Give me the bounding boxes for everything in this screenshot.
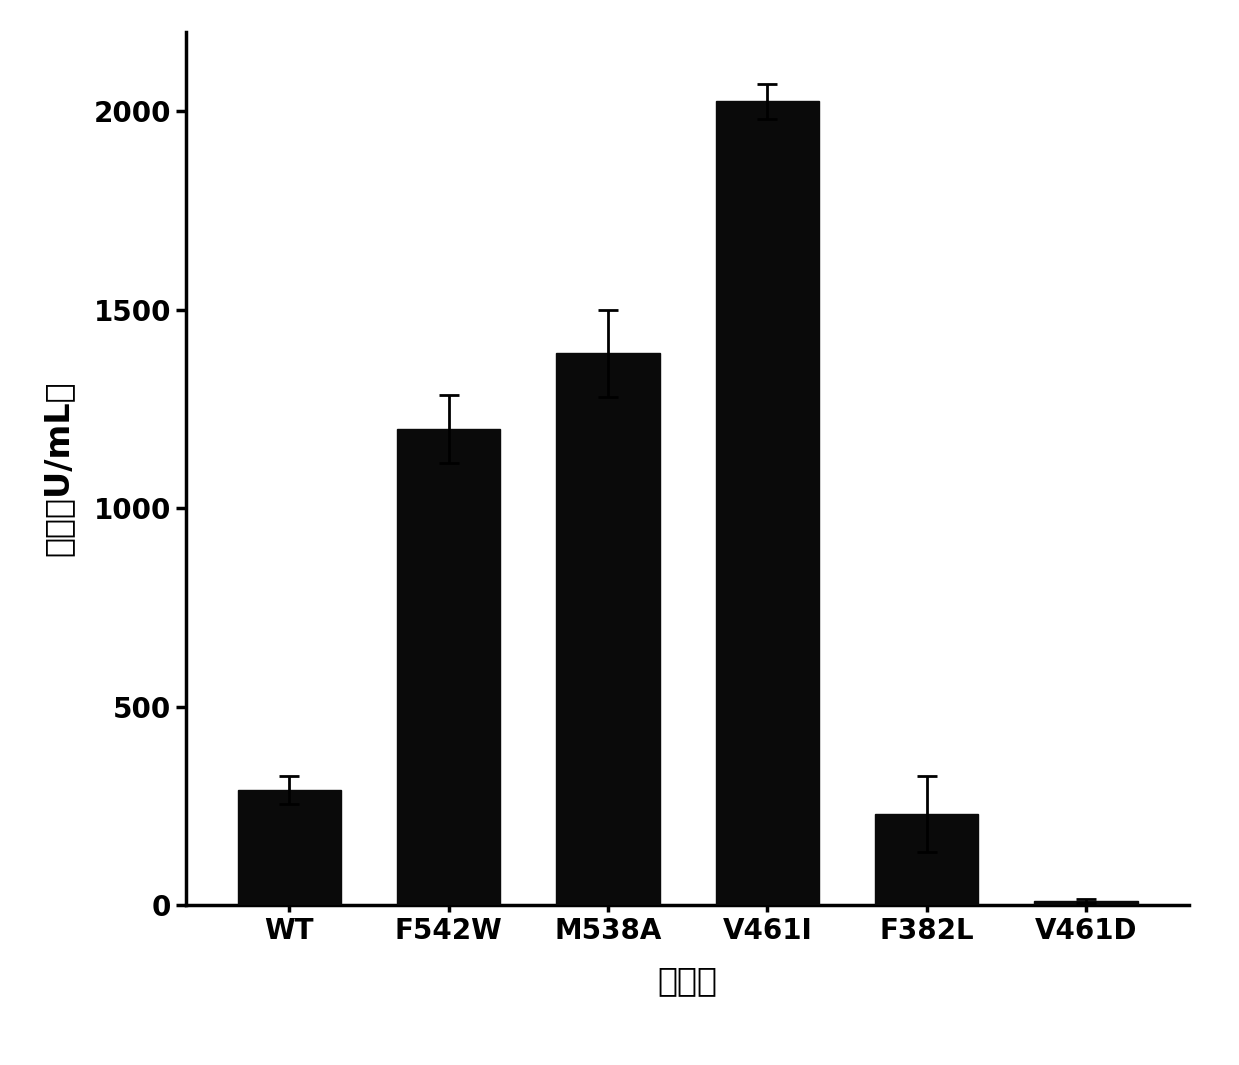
Bar [238,790,341,905]
Bar [875,814,979,905]
Y-axis label: 酶活（U/mL）: 酶活（U/mL） [41,381,74,556]
Bar [396,429,501,905]
Bar [1035,901,1137,905]
X-axis label: 突变体: 突变体 [658,965,717,998]
Bar [556,354,659,905]
Bar [715,101,819,905]
